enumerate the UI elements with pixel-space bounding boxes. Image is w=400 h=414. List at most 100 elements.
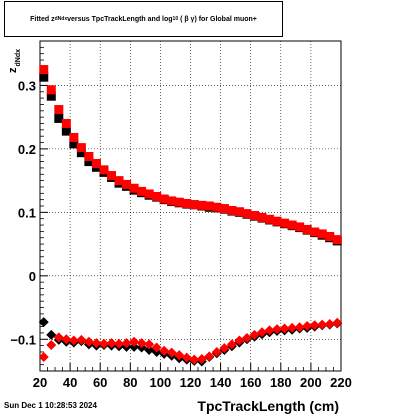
y-tick-label: 0.1 (18, 205, 36, 220)
data-point-diamond (121, 338, 132, 349)
data-point-diamond (144, 339, 155, 350)
y-tick-label: 0.3 (18, 78, 36, 93)
chart-title-box: Fitted z dNdx versus TpcTrackLength and l… (4, 1, 283, 37)
data-point-diamond (68, 335, 79, 346)
data-point-diamond (234, 335, 245, 346)
data-point-square (219, 204, 229, 214)
data-point-diamond (174, 350, 185, 361)
data-point-diamond (294, 322, 305, 333)
data-point-diamond (264, 325, 275, 336)
y-tick-label: 0.2 (18, 142, 36, 157)
series-3 (38, 317, 343, 365)
data-point-square (106, 171, 116, 181)
data-point-square (144, 189, 154, 199)
timestamp: Sun Dec 1 10:28:53 2024 (4, 401, 97, 410)
data-point-diamond (287, 322, 298, 333)
data-point-diamond (309, 320, 320, 331)
data-point-square (46, 91, 56, 101)
data-point-square (265, 214, 275, 224)
data-point-diamond (91, 338, 102, 349)
data-point-square (174, 197, 184, 207)
data-point-square (182, 198, 192, 208)
data-point-square (54, 113, 64, 123)
x-tick-label: 160 (240, 375, 262, 390)
data-point-square (99, 165, 109, 175)
data-point-diamond (204, 351, 215, 362)
data-point-square (76, 148, 86, 158)
data-point-diamond (189, 354, 200, 365)
x-tick-label: 60 (93, 375, 107, 390)
y-axis-label: zdNdx (7, 49, 22, 73)
x-tick-label: 80 (123, 375, 137, 390)
data-point-square (272, 216, 282, 226)
data-point-diamond (129, 341, 140, 352)
data-point-square (325, 231, 335, 241)
data-point-square (129, 183, 139, 193)
title-prefix-sub: dNdx (54, 16, 68, 22)
data-point-square (54, 105, 64, 115)
x-tick-label: 20 (33, 375, 47, 390)
data-point-square (302, 224, 312, 234)
data-point-diamond (211, 346, 222, 357)
data-point-square (310, 227, 320, 237)
data-point-diamond (219, 343, 230, 354)
data-point-square (159, 194, 169, 204)
data-point-diamond (136, 338, 147, 349)
data-point-square (249, 211, 259, 221)
data-point-square (46, 85, 56, 95)
data-point-square (61, 126, 71, 136)
data-point-square (61, 119, 71, 128)
data-point-square (257, 212, 267, 222)
data-point-diamond (61, 334, 72, 345)
data-point-square (295, 222, 305, 232)
data-point-diamond (83, 336, 94, 347)
data-point-square (84, 152, 94, 161)
title-log-sub: 10 (172, 16, 179, 22)
data-point-diamond (46, 339, 57, 350)
data-point-diamond (106, 338, 117, 349)
data-point-square (212, 202, 222, 212)
data-point-diamond (166, 347, 177, 358)
x-tick-label: 220 (330, 375, 352, 390)
data-point-square (189, 200, 199, 210)
x-tick-label: 40 (63, 375, 77, 390)
x-tick-label: 120 (180, 375, 202, 390)
data-point-diamond (76, 334, 87, 345)
data-point-diamond (324, 319, 335, 330)
data-point-diamond (317, 319, 328, 330)
data-point-square (122, 179, 132, 189)
data-point-square (332, 235, 342, 245)
data-point-diamond (226, 339, 237, 350)
data-point-diamond (46, 329, 57, 340)
data-point-diamond (151, 342, 162, 353)
data-point-square (204, 201, 214, 211)
data-point-square (114, 176, 124, 186)
data-point-square (84, 157, 94, 167)
title-suffix: ( β γ) for Global muon+ (180, 15, 257, 23)
x-tick-label: 100 (150, 375, 172, 390)
y-axis-label-sub: dNdx (15, 49, 22, 67)
data-point-square (91, 158, 101, 168)
data-point-square (280, 218, 290, 228)
data-point-diamond (159, 345, 170, 356)
data-point-diamond (98, 338, 109, 349)
axis-ticks: 20 40 60 80 100 120 140 160 180 200 220 −0.1 0 0.1 0.2… (10, 40, 352, 390)
data-point-diamond (38, 352, 49, 363)
data-point-diamond (38, 317, 49, 328)
title-prefix: Fitted z (30, 15, 55, 23)
data-point-square (69, 132, 79, 142)
data-point-square (287, 220, 297, 230)
data-point-square (152, 191, 162, 201)
x-tick-label: 180 (270, 375, 292, 390)
data-point-diamond (129, 336, 140, 347)
title-middle: versus TpcTrackLength and log (67, 15, 173, 23)
data-point-square (39, 72, 49, 82)
data-point-diamond (332, 317, 343, 328)
data-point-square (39, 65, 49, 75)
data-point-diamond (196, 353, 207, 364)
data-point-square (227, 205, 237, 215)
data-point-diamond (256, 327, 267, 338)
series-1 (39, 65, 342, 245)
data-point-square (69, 139, 79, 149)
